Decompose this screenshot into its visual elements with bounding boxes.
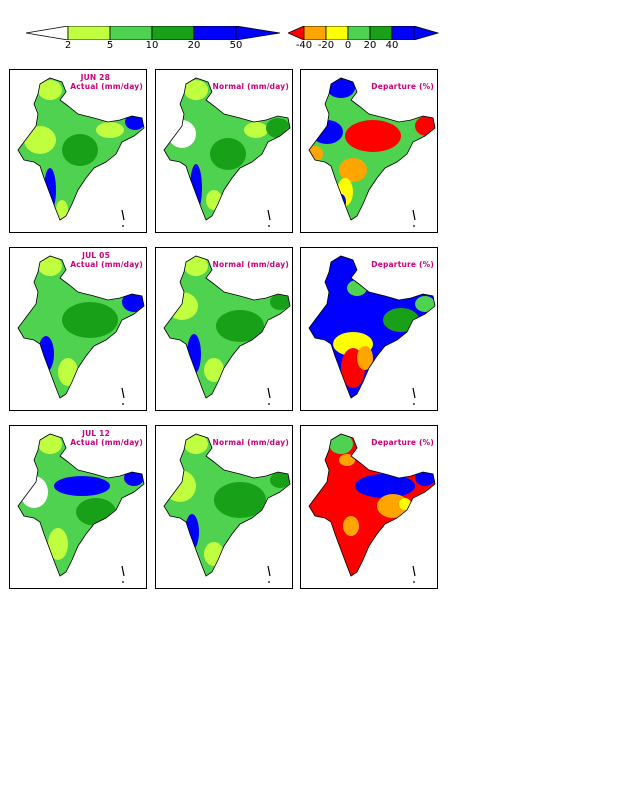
tick-label: 0 <box>344 40 352 51</box>
map-panel-normal-jul12: Normal (mm/day) <box>155 425 293 589</box>
tick-label: 2 <box>64 40 72 51</box>
rainfall-colorbar <box>26 26 281 40</box>
panel-title: Departure (%) <box>371 82 434 91</box>
panel-title: Normal (mm/day) <box>212 260 289 269</box>
departure-colorbar <box>288 26 440 40</box>
date-label: JUN 28 <box>80 73 110 82</box>
tick-label: 20 <box>187 40 201 51</box>
panel-title: Departure (%) <box>371 438 434 447</box>
panel-title: Normal (mm/day) <box>212 438 289 447</box>
tick-label: -20 <box>317 40 335 51</box>
tick-label: 50 <box>229 40 243 51</box>
panel-title: Actual (mm/day) <box>70 260 143 269</box>
departure-colorbar-ticks: -40 -20 0 20 40 <box>288 40 440 54</box>
map-panel-normal-jun28: Normal (mm/day) <box>155 69 293 233</box>
rainfall-colorbar-ticks: 2 5 10 20 50 <box>26 40 282 54</box>
map-panel-departure-jul05: Departure (%) <box>300 247 438 411</box>
map-panel-actual-jul12: JUL 12 Actual (mm/day) <box>9 425 147 589</box>
map-panel-departure-jun28: Departure (%) <box>300 69 438 233</box>
tick-label: 40 <box>385 40 399 51</box>
map-panel-normal-jul05: Normal (mm/day) <box>155 247 293 411</box>
panel-title: Actual (mm/day) <box>70 438 143 447</box>
date-label: JUL 12 <box>82 429 110 438</box>
tick-label: 10 <box>145 40 159 51</box>
tick-label: 5 <box>106 40 114 51</box>
panel-title: Normal (mm/day) <box>212 82 289 91</box>
map-panel-actual-jul05: JUL 05 Actual (mm/day) <box>9 247 147 411</box>
panel-title: Departure (%) <box>371 260 434 269</box>
map-panel-actual-jun28: JUN 28 Actual (mm/day) <box>9 69 147 233</box>
map-panel-departure-jul12: Departure (%) <box>300 425 438 589</box>
tick-label: -40 <box>295 40 313 51</box>
date-label: JUL 05 <box>82 251 110 260</box>
panel-title: Actual (mm/day) <box>70 82 143 91</box>
tick-label: 20 <box>363 40 377 51</box>
